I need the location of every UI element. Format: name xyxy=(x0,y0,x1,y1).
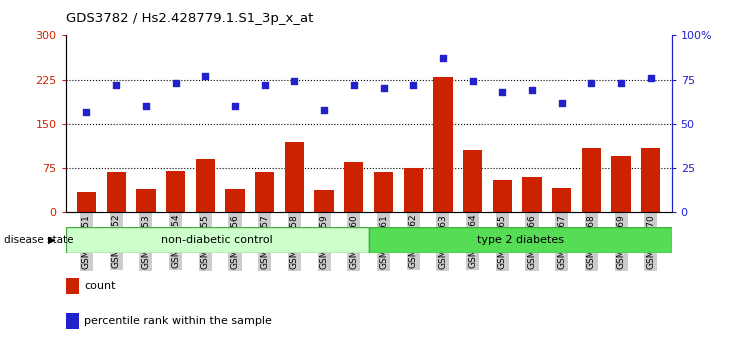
Text: type 2 diabetes: type 2 diabetes xyxy=(477,235,564,245)
Point xyxy=(110,82,122,88)
Bar xyxy=(137,189,155,212)
Point xyxy=(645,75,657,81)
Bar xyxy=(552,188,572,212)
Bar xyxy=(166,171,185,212)
Point xyxy=(585,80,597,86)
Point xyxy=(259,82,271,88)
Text: disease state: disease state xyxy=(4,235,73,245)
Point xyxy=(496,89,508,95)
Point xyxy=(140,103,152,109)
Bar xyxy=(315,190,334,212)
Bar xyxy=(255,172,274,212)
Bar xyxy=(493,180,512,212)
Point xyxy=(437,56,449,61)
Point xyxy=(170,80,182,86)
Bar xyxy=(77,192,96,212)
Text: percentile rank within the sample: percentile rank within the sample xyxy=(84,316,272,326)
Text: count: count xyxy=(84,281,115,291)
Bar xyxy=(582,148,601,212)
Bar xyxy=(226,189,245,212)
Text: ▶: ▶ xyxy=(48,235,55,245)
Text: non-diabetic control: non-diabetic control xyxy=(161,235,273,245)
Bar xyxy=(523,177,542,212)
Point xyxy=(199,73,211,79)
Point xyxy=(348,82,360,88)
Point xyxy=(318,107,330,113)
Point xyxy=(526,87,538,93)
Bar xyxy=(107,172,126,212)
Bar xyxy=(433,77,453,212)
Point xyxy=(407,82,419,88)
Bar xyxy=(66,227,369,253)
Point xyxy=(80,109,92,114)
Text: GDS3782 / Hs2.428779.1.S1_3p_x_at: GDS3782 / Hs2.428779.1.S1_3p_x_at xyxy=(66,12,313,25)
Bar xyxy=(641,148,661,212)
Bar xyxy=(612,156,631,212)
Point xyxy=(288,79,300,84)
Point xyxy=(229,103,241,109)
Bar xyxy=(369,227,672,253)
Bar xyxy=(463,150,483,212)
Bar xyxy=(285,142,304,212)
Point xyxy=(556,100,567,105)
Bar xyxy=(374,172,393,212)
Point xyxy=(466,79,478,84)
Bar xyxy=(196,159,215,212)
Bar xyxy=(344,162,364,212)
Point xyxy=(377,86,389,91)
Point xyxy=(615,80,627,86)
Bar xyxy=(404,168,423,212)
